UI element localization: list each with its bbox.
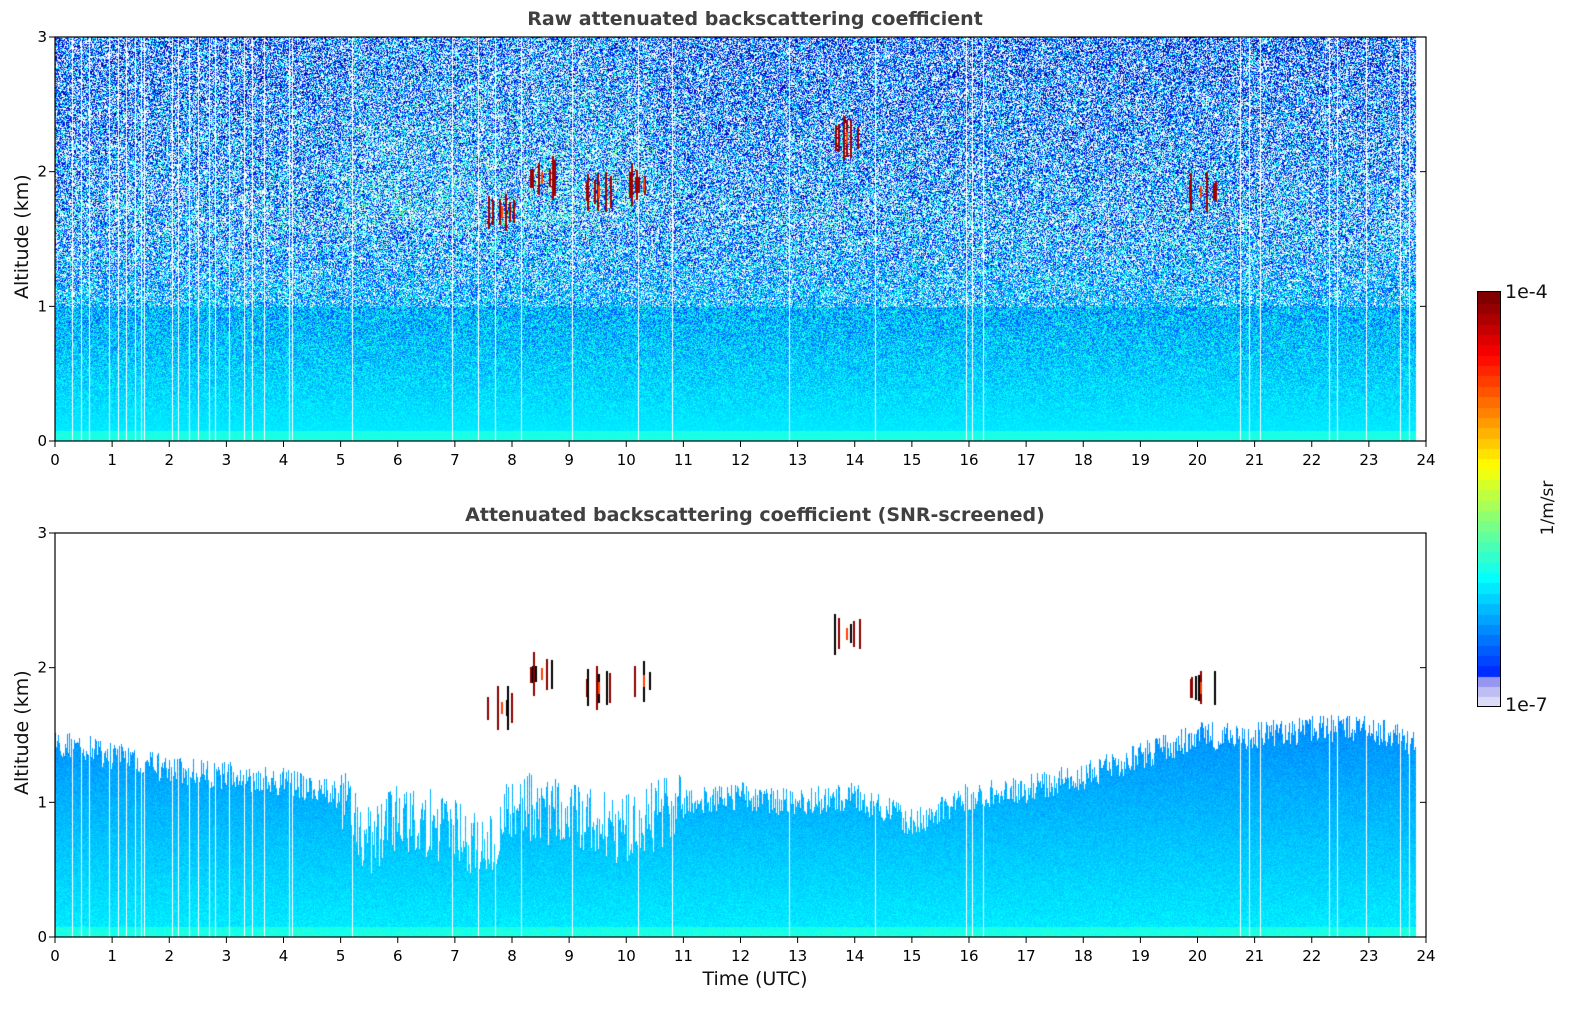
bottom-plot-frame — [54, 532, 1427, 938]
top-xtick-label: 2 — [164, 451, 174, 469]
bottom-xtick-label: 17 — [1017, 947, 1036, 965]
bottom-xtick-label: 20 — [1188, 947, 1207, 965]
top-ytick-label: 3 — [37, 28, 47, 46]
top-xtick-label: 7 — [450, 451, 460, 469]
bottom-xtick-label: 21 — [1245, 947, 1264, 965]
bottom-xtick-label: 14 — [845, 947, 864, 965]
bottom-xtick-label: 13 — [788, 947, 807, 965]
top-ytick-label: 0 — [37, 432, 47, 450]
top-xtick-label: 6 — [393, 451, 403, 469]
bottom-panel-title: Attenuated backscattering coefficient (S… — [465, 504, 1045, 526]
bottom-ytick-label: 2 — [37, 659, 47, 677]
top-xtick-label: 20 — [1188, 451, 1207, 469]
top-xtick-label: 18 — [1074, 451, 1093, 469]
top-xtick-label: 4 — [279, 451, 289, 469]
bottom-panel-xlabel: Time (UTC) — [702, 968, 808, 990]
colorbar-min-label: 1e-7 — [1505, 694, 1548, 716]
top-xtick-label: 13 — [788, 451, 807, 469]
top-panel-axes: 0 1 2 3 4 5 6 7 8 9 10 11 12 13 14 15 16 17 18 19 20 21 22 23 24… — [37, 28, 1435, 469]
top-xtick-label: 16 — [959, 451, 978, 469]
bottom-xtick-label: 0 — [50, 947, 60, 965]
bottom-panel-heatmap — [55, 533, 1426, 937]
bottom-xtick-label: 9 — [564, 947, 574, 965]
top-xtick-label: 5 — [336, 451, 346, 469]
top-xtick-label: 9 — [564, 451, 574, 469]
bottom-xtick-label: 8 — [507, 947, 517, 965]
bottom-xtick-label: 23 — [1359, 947, 1378, 965]
top-xtick-label: 24 — [1416, 451, 1435, 469]
bottom-xtick-label: 1 — [107, 947, 117, 965]
bottom-xtick-label: 6 — [393, 947, 403, 965]
bottom-panel-ylabel: Altitude (km) — [11, 670, 33, 795]
top-ytick-label: 1 — [37, 297, 47, 315]
top-xtick-label: 21 — [1245, 451, 1264, 469]
top-xtick-label: 15 — [902, 451, 921, 469]
bottom-ytick-label: 0 — [37, 928, 47, 946]
bottom-ytick-label: 1 — [37, 793, 47, 811]
bottom-xtick-label: 2 — [164, 947, 174, 965]
bottom-xtick-label: 22 — [1302, 947, 1321, 965]
bottom-xtick-label: 7 — [450, 947, 460, 965]
bottom-xtick-label: 12 — [731, 947, 750, 965]
bottom-xtick-label: 5 — [336, 947, 346, 965]
bottom-xtick-label: 19 — [1131, 947, 1150, 965]
top-xtick-label: 3 — [222, 451, 232, 469]
top-xtick-label: 19 — [1131, 451, 1150, 469]
top-xtick-label: 23 — [1359, 451, 1378, 469]
top-xtick-label: 8 — [507, 451, 517, 469]
bottom-xtick-label: 4 — [279, 947, 289, 965]
top-xtick-label: 10 — [617, 451, 636, 469]
top-xtick-label: 1 — [107, 451, 117, 469]
top-panel-heatmap — [55, 37, 1426, 441]
top-ytick-label: 2 — [37, 163, 47, 181]
top-xtick-label: 11 — [674, 451, 693, 469]
bottom-xtick-label: 11 — [674, 947, 693, 965]
bottom-xtick-label: 18 — [1074, 947, 1093, 965]
bottom-xtick-label: 24 — [1416, 947, 1435, 965]
colorbar-max-label: 1e-4 — [1505, 281, 1548, 303]
top-xtick-label: 12 — [731, 451, 750, 469]
bottom-xtick-label: 3 — [222, 947, 232, 965]
top-xtick-label: 0 — [50, 451, 60, 469]
top-panel-title: Raw attenuated backscattering coefficien… — [527, 8, 983, 30]
colorbar-unit-label: 1/m/sr — [1538, 480, 1558, 536]
bottom-xtick-label: 10 — [617, 947, 636, 965]
top-xtick-label: 17 — [1017, 451, 1036, 469]
top-xtick-label: 22 — [1302, 451, 1321, 469]
bottom-xtick-label: 15 — [902, 947, 921, 965]
bottom-xtick-label: 16 — [959, 947, 978, 965]
top-xtick-label: 14 — [845, 451, 864, 469]
bottom-ytick-label: 3 — [37, 524, 47, 542]
colorbar — [1477, 291, 1501, 707]
